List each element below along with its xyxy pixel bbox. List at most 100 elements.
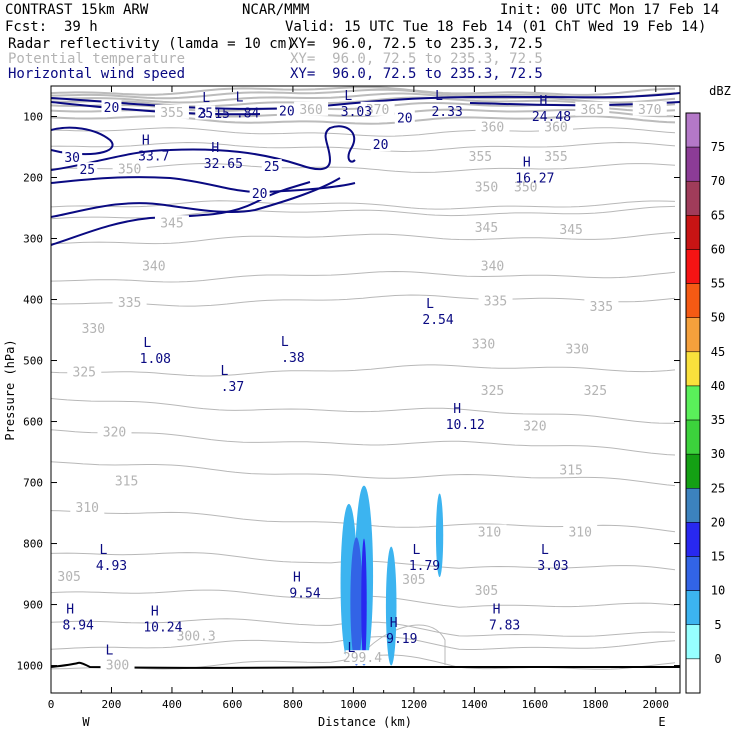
extremum-letter: L [236,90,244,105]
extremum-value: 32.65 [204,157,243,172]
theta-label: 300.3 [177,629,216,644]
wind-label-bg [261,159,282,174]
extremum-letter: L [143,336,151,351]
field-xy-reflectivity: XY= 96.0, 72.5 to 235.3, 72.5 [290,36,543,52]
wind-contour-label: 20 [104,101,120,116]
theta-contour-line [51,364,676,377]
theta-label-bg [76,320,111,335]
theta-label: 345 [475,221,498,236]
init-time: Init: 00 UTC Mon 17 Feb 14 [500,2,720,18]
theta-label-bg [560,341,595,356]
colorbar-level-label: 30 [711,447,725,461]
colorbar-level-label: 0 [714,652,721,666]
colorbar-level-label: 60 [711,242,725,256]
theta-labels: 300 300.3 299.4 305 305 305 310 310 310 315 315 320… [52,101,667,674]
colorbar-segment [685,317,701,353]
east-label: E [658,715,665,729]
theta-label-bg [70,500,105,515]
theta-label: 345 [559,223,582,238]
extremum-value: .37 [221,380,244,395]
wind-label-bg [249,185,270,200]
x-tick-label: 1800 [582,698,609,711]
y-tick-label: 100 [23,111,43,124]
wind-contour-line [51,177,341,218]
theta-label-bg [517,418,552,433]
theta-label: 340 [481,260,504,275]
extremum-letter: H [66,603,74,618]
wind-contour-label: 20 [252,187,268,202]
theta-label-bg [539,119,574,134]
theta-label-bg [109,473,144,488]
fcst-value: 39 h [64,19,98,35]
theta-contour-line [51,398,675,424]
colorbar-segment [685,385,701,421]
theta-contour-line [51,461,676,487]
theta-label-bg [475,258,510,273]
theta-contour-line [51,232,676,245]
wind-label-bg [101,99,122,114]
colorbar-level-label: 10 [711,584,725,598]
extremum-letter: H [211,141,219,156]
colorbar-segment [685,215,701,250]
extremum-letter: H [453,402,461,417]
extremum-letter: H [523,156,531,171]
extremum-value: 3.03 [537,559,568,574]
colorbar-segment [685,249,701,284]
wind-contour-label: 30 [64,151,80,166]
valid-time: Valid: 15 UTC Tue 18 Feb 14 (01 ChT Wed … [285,19,707,35]
extremum-value: 9.54 [289,586,320,601]
theta-label-bg [632,101,667,116]
x-tick-label: 1000 [340,698,367,711]
theta-label: 345 [160,216,183,231]
extremum-value: 7.83 [489,619,520,634]
reflectivity-cell [435,493,444,578]
theta-label: 320 [103,426,126,441]
theta-label-bg [475,383,510,398]
extremum-letter: L [281,335,289,350]
theta-label-bg [396,572,431,587]
extremum-letter: H [390,616,398,631]
reflectivity-shading [340,485,444,666]
x-tick-label: 2000 [643,698,670,711]
colorbar-segment [685,453,701,489]
extremum-letter: L [426,297,434,312]
colorbar-level-label: 35 [711,413,725,427]
y-tick-label: 500 [23,355,43,368]
wind-contour-line [51,181,311,246]
extremum-letter: H [493,603,501,618]
fcst-label: Fcst: [5,19,48,35]
theta-label: 330 [82,322,105,337]
colorbar-level-label: 75 [711,140,725,154]
theta-label: 355 [544,150,567,165]
theta-label: 305 [57,570,80,585]
extremum-value: .84 [236,106,260,121]
wind-label-bg [195,105,216,120]
field-label-wind: Horizontal wind speed [8,66,186,82]
colorbar-segment [685,522,701,557]
axes: 0 200 400 600 800 1000 1200 1400 1600 1800 2000 100… [17,86,680,711]
x-tick-label: 800 [283,698,303,711]
theta-label-bg [154,104,189,119]
colorbar-segment [685,283,701,318]
theta-label-bg [97,424,132,439]
colorbar-segment [685,590,701,626]
theta-contour-line [51,86,676,96]
theta-label-bg [466,336,501,351]
x-tick-label: 400 [162,698,182,711]
colorbar-segment [685,351,701,387]
theta-label-bg [472,524,507,539]
theta-label-bg [554,462,589,477]
theta-label-bg [360,101,395,116]
theta-label-bg [463,148,498,163]
theta-label-bg [345,650,380,665]
theta-label: 310 [76,501,99,516]
x-tick-label: 1200 [401,698,428,711]
wind-contour-label: 25 [79,163,95,178]
theta-label: 350 [514,180,537,195]
extremum-value: 10.12 [446,418,485,433]
wind-label-bg [62,149,83,164]
theta-label: 310 [568,526,591,541]
